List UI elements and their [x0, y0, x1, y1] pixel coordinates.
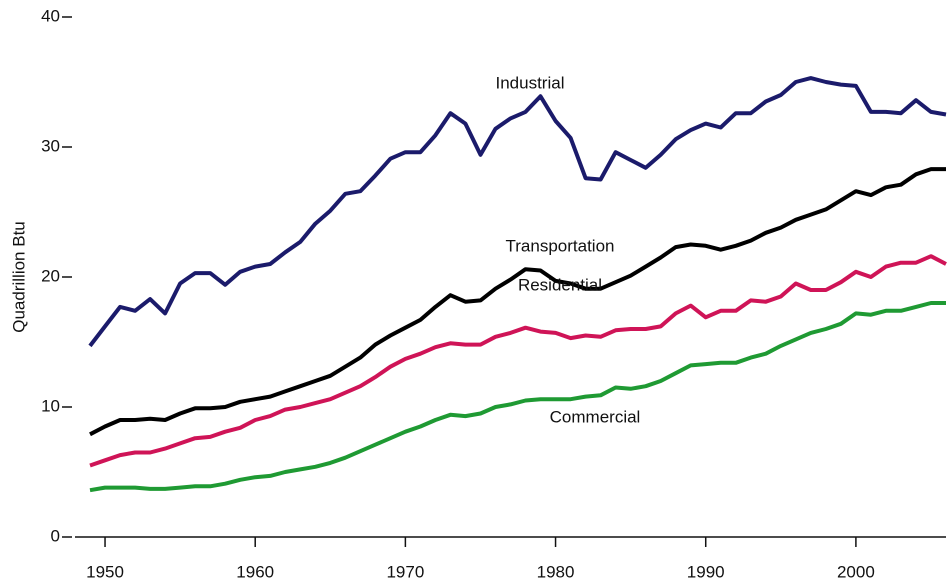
- x-tick-label: 1960: [236, 562, 274, 581]
- x-tick-label: 1990: [687, 562, 725, 581]
- series-label: Commercial: [550, 407, 641, 426]
- x-tick-label: 1970: [386, 562, 424, 581]
- y-tick-label: 20: [41, 266, 60, 285]
- y-axis-label: Quadrillion Btu: [9, 221, 28, 333]
- y-tick-label: 30: [41, 136, 60, 155]
- series-line: [89, 254, 947, 468]
- series-label: Residential: [518, 275, 602, 294]
- series-label: Transportation: [506, 236, 615, 255]
- y-tick-label: 40: [41, 6, 60, 25]
- x-tick-label: 1950: [86, 562, 124, 581]
- x-tick-label: 1980: [537, 562, 575, 581]
- series-line: [89, 301, 946, 493]
- series-line: [89, 167, 946, 437]
- x-tick-label: 2000: [837, 562, 875, 581]
- y-tick-label: 10: [41, 396, 60, 415]
- y-tick-label: 0: [51, 526, 60, 545]
- series-line: [88, 76, 947, 348]
- series-label: Industrial: [496, 73, 565, 92]
